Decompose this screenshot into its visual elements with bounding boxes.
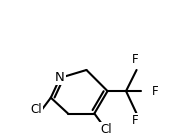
Text: Cl: Cl — [30, 103, 42, 116]
Text: F: F — [132, 114, 139, 127]
Text: F: F — [152, 85, 158, 98]
Text: N: N — [55, 71, 65, 84]
Text: F: F — [132, 53, 139, 66]
Text: Cl: Cl — [100, 123, 112, 136]
